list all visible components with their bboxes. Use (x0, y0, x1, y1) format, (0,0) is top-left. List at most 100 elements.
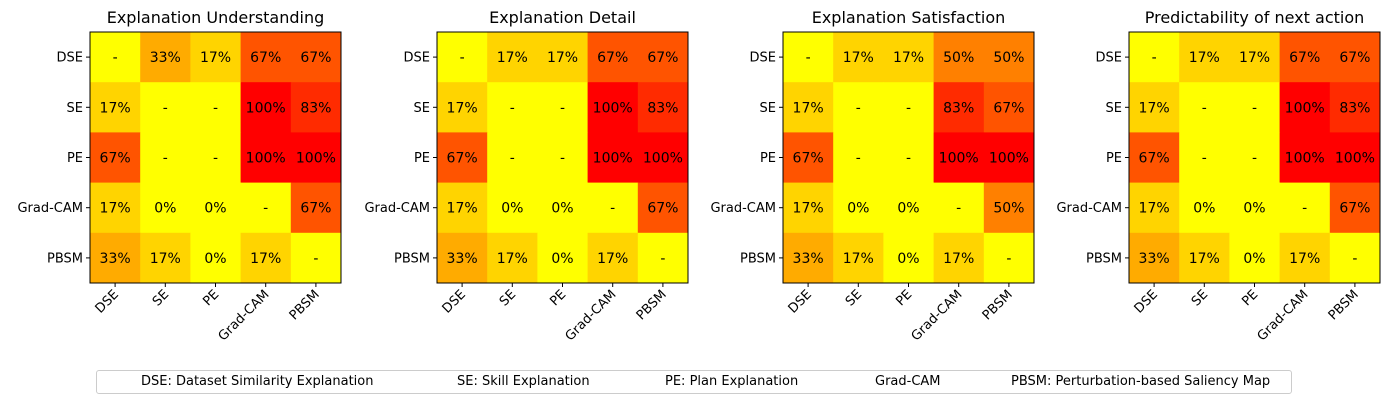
y-tick-label: DSE (404, 51, 430, 66)
cell-label: 100% (246, 151, 286, 167)
heatmap-cell (1179, 32, 1230, 83)
heatmap-cell (1279, 132, 1331, 184)
heatmap-cell (240, 132, 292, 184)
cell-label: 0% (154, 201, 176, 217)
heatmap-cell (537, 132, 589, 184)
y-tick-label: PE (760, 151, 776, 166)
cell-label: - (263, 201, 268, 217)
x-tick-label: SE (150, 287, 172, 309)
cell-label: 100% (593, 100, 633, 116)
y-tick-label: Grad-CAM (17, 201, 83, 216)
heatmap-cell (487, 232, 538, 284)
heatmap-cell (240, 32, 292, 83)
cell-label: 100% (939, 151, 979, 167)
heatmap-cell (537, 82, 589, 133)
cell-label: 0% (1193, 201, 1215, 217)
heatmap-cell (487, 132, 538, 184)
heatmap-cell (933, 232, 985, 284)
heatmap-cell (983, 232, 1035, 284)
heatmap-cell (240, 182, 292, 234)
heatmap-cell (1229, 32, 1281, 83)
heatmap-cell (1129, 182, 1180, 234)
cell-label: - (1252, 151, 1257, 167)
heatmap-cell (1179, 82, 1230, 133)
cell-label: - (906, 151, 911, 167)
cell-label: - (163, 151, 168, 167)
cell-label: - (806, 50, 811, 66)
heatmap-cell (487, 82, 538, 133)
legend-item-se: SE: Skill Explanation (457, 374, 590, 389)
y-tick-label: SE (67, 101, 83, 116)
legend-item-pbsm: PBSM: Perturbation-based Saliency Map (1011, 374, 1271, 389)
heatmap-panel-4: Predictability of next action - 17% 17% 67% 6… (1056, 8, 1381, 344)
cell-label: 67% (597, 50, 628, 66)
heatmap-cell (537, 232, 589, 284)
heatmap-cell (883, 232, 935, 284)
cell-label: - (610, 201, 615, 217)
cell-label: 67% (1339, 201, 1370, 217)
heatmap-cell (933, 82, 985, 133)
heatmap-cell (587, 132, 639, 184)
heatmap-cell (1179, 132, 1230, 184)
heatmap-cell (833, 182, 884, 234)
heatmap-cell (1229, 232, 1281, 284)
y-tick-label: Grad-CAM (1056, 201, 1122, 216)
heatmap-cell (90, 32, 141, 83)
y-tick-label: PE (1106, 151, 1122, 166)
heatmap-cell (587, 182, 639, 234)
heatmap-cell (1329, 82, 1381, 133)
heatmap-cell (933, 32, 985, 83)
heatmap-cell (437, 132, 488, 184)
heatmap-cell (437, 32, 488, 83)
heatmap-cell (1329, 32, 1381, 83)
cell-label: 17% (1189, 50, 1220, 66)
cell-label: 17% (447, 201, 478, 217)
cell-label: 67% (1139, 151, 1170, 167)
x-tick-label: DSE (93, 287, 122, 316)
heatmap-cell (1129, 32, 1180, 83)
cell-label: - (906, 100, 911, 116)
x-tick-label: SE (1189, 287, 1211, 309)
cell-label: 0% (551, 201, 573, 217)
cell-label: 17% (150, 251, 181, 267)
cell-label: 17% (547, 50, 578, 66)
heatmap-cell (1229, 132, 1281, 184)
x-tick-label: Grad-CAM (909, 287, 966, 344)
cell-label: 83% (1339, 100, 1370, 116)
cell-label: - (956, 201, 961, 217)
heatmap-cell (833, 82, 884, 133)
heatmap-panel-3: Explanation Satisfaction - 17% 17% 50% 50% 17%… (710, 8, 1035, 344)
x-tick-label: DSE (786, 287, 815, 316)
heatmap-cell (833, 232, 884, 284)
y-tick-label: DSE (1096, 51, 1122, 66)
heatmap-cell (1329, 182, 1381, 234)
heatmap-cell (1179, 182, 1230, 234)
heatmap-cell (637, 82, 689, 133)
heatmap-cell (883, 132, 935, 184)
cell-label: 100% (1335, 151, 1375, 167)
heatmap-cell (783, 132, 834, 184)
y-tick-label: Grad-CAM (364, 201, 430, 216)
cell-label: 67% (300, 50, 331, 66)
cell-label: 0% (1243, 201, 1265, 217)
heatmap-cell (90, 132, 141, 184)
heatmap-cell (437, 232, 488, 284)
heatmap-cell (290, 182, 342, 234)
heatmap-cell (190, 32, 242, 83)
y-tick-label: DSE (750, 51, 776, 66)
heatmap-cell (487, 182, 538, 234)
y-tick-label: PBSM (740, 251, 776, 266)
legend-item-gradcam: Grad-CAM (875, 374, 941, 389)
cell-label: 100% (1285, 100, 1325, 116)
heatmap-cell (933, 182, 985, 234)
heatmap-cell (1129, 132, 1180, 184)
cell-label: - (460, 50, 465, 66)
cell-label: - (510, 151, 515, 167)
cell-label: 17% (843, 251, 874, 267)
heatmap-cell (1279, 182, 1331, 234)
heatmap-cell (537, 182, 589, 234)
x-tick-label: PBSM (287, 287, 323, 323)
cell-label: 67% (447, 151, 478, 167)
cell-label: 33% (100, 251, 131, 267)
x-tick-label: DSE (440, 287, 469, 316)
